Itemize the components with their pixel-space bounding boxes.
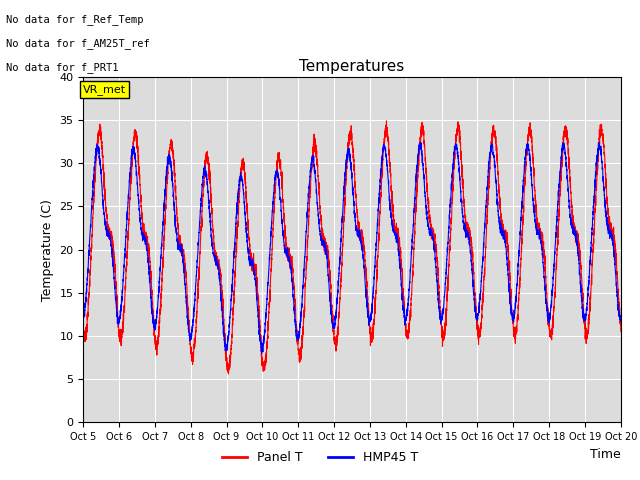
HMP45 T bbox=[258, 351, 266, 357]
Panel T bbox=[522, 170, 529, 176]
Panel T bbox=[402, 321, 410, 326]
Panel T bbox=[285, 253, 292, 259]
Line: Panel T: Panel T bbox=[83, 121, 621, 374]
HMP45 T bbox=[177, 247, 185, 252]
HMP45 T bbox=[481, 230, 488, 236]
Line: HMP45 T: HMP45 T bbox=[83, 142, 621, 354]
HMP45 T bbox=[522, 154, 529, 159]
Panel T bbox=[79, 320, 87, 326]
HMP45 T bbox=[429, 236, 436, 241]
Text: No data for f_Ref_Temp: No data for f_Ref_Temp bbox=[6, 14, 144, 25]
HMP45 T bbox=[79, 316, 87, 322]
Y-axis label: Temperature (C): Temperature (C) bbox=[41, 199, 54, 300]
HMP45 T bbox=[617, 318, 625, 324]
X-axis label: Time: Time bbox=[590, 448, 621, 461]
Panel T bbox=[177, 250, 185, 256]
Panel T bbox=[429, 238, 437, 243]
HMP45 T bbox=[595, 139, 603, 145]
HMP45 T bbox=[285, 253, 292, 259]
Title: Temperatures: Temperatures bbox=[300, 59, 404, 74]
Panel T bbox=[383, 118, 390, 124]
Text: No data for f_AM25T_ref: No data for f_AM25T_ref bbox=[6, 38, 150, 49]
HMP45 T bbox=[402, 314, 410, 320]
Legend: Panel T, HMP45 T: Panel T, HMP45 T bbox=[217, 446, 423, 469]
Text: VR_met: VR_met bbox=[83, 84, 126, 95]
Text: No data for f_PRT1: No data for f_PRT1 bbox=[6, 62, 119, 73]
Panel T bbox=[225, 371, 232, 377]
Panel T bbox=[481, 265, 488, 271]
Panel T bbox=[617, 328, 625, 334]
